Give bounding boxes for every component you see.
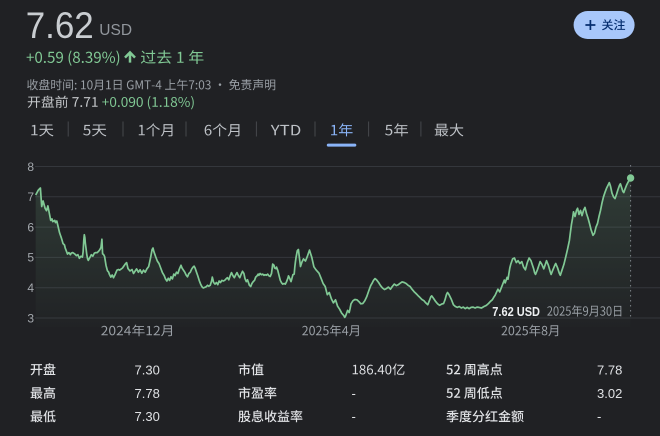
svg-text:3.02: 3.02 (597, 386, 622, 401)
svg-text:7.62 USD: 7.62 USD (492, 305, 540, 319)
svg-text:7.78: 7.78 (135, 386, 160, 401)
svg-text:-: - (597, 409, 601, 424)
svg-text:7: 7 (27, 190, 34, 204)
svg-text:5: 5 (27, 251, 34, 265)
svg-text:-: - (352, 409, 356, 424)
svg-text:7.78: 7.78 (597, 362, 622, 377)
svg-text:USD: USD (99, 22, 132, 39)
svg-text:-: - (352, 386, 356, 401)
svg-text:3: 3 (27, 311, 34, 325)
svg-text:7.30: 7.30 (135, 362, 160, 377)
svg-text:6: 6 (27, 220, 34, 234)
svg-text:8: 8 (27, 160, 34, 174)
svg-text:4: 4 (27, 281, 34, 295)
svg-text:7.30: 7.30 (135, 409, 160, 424)
svg-text:7.62: 7.62 (26, 4, 94, 46)
